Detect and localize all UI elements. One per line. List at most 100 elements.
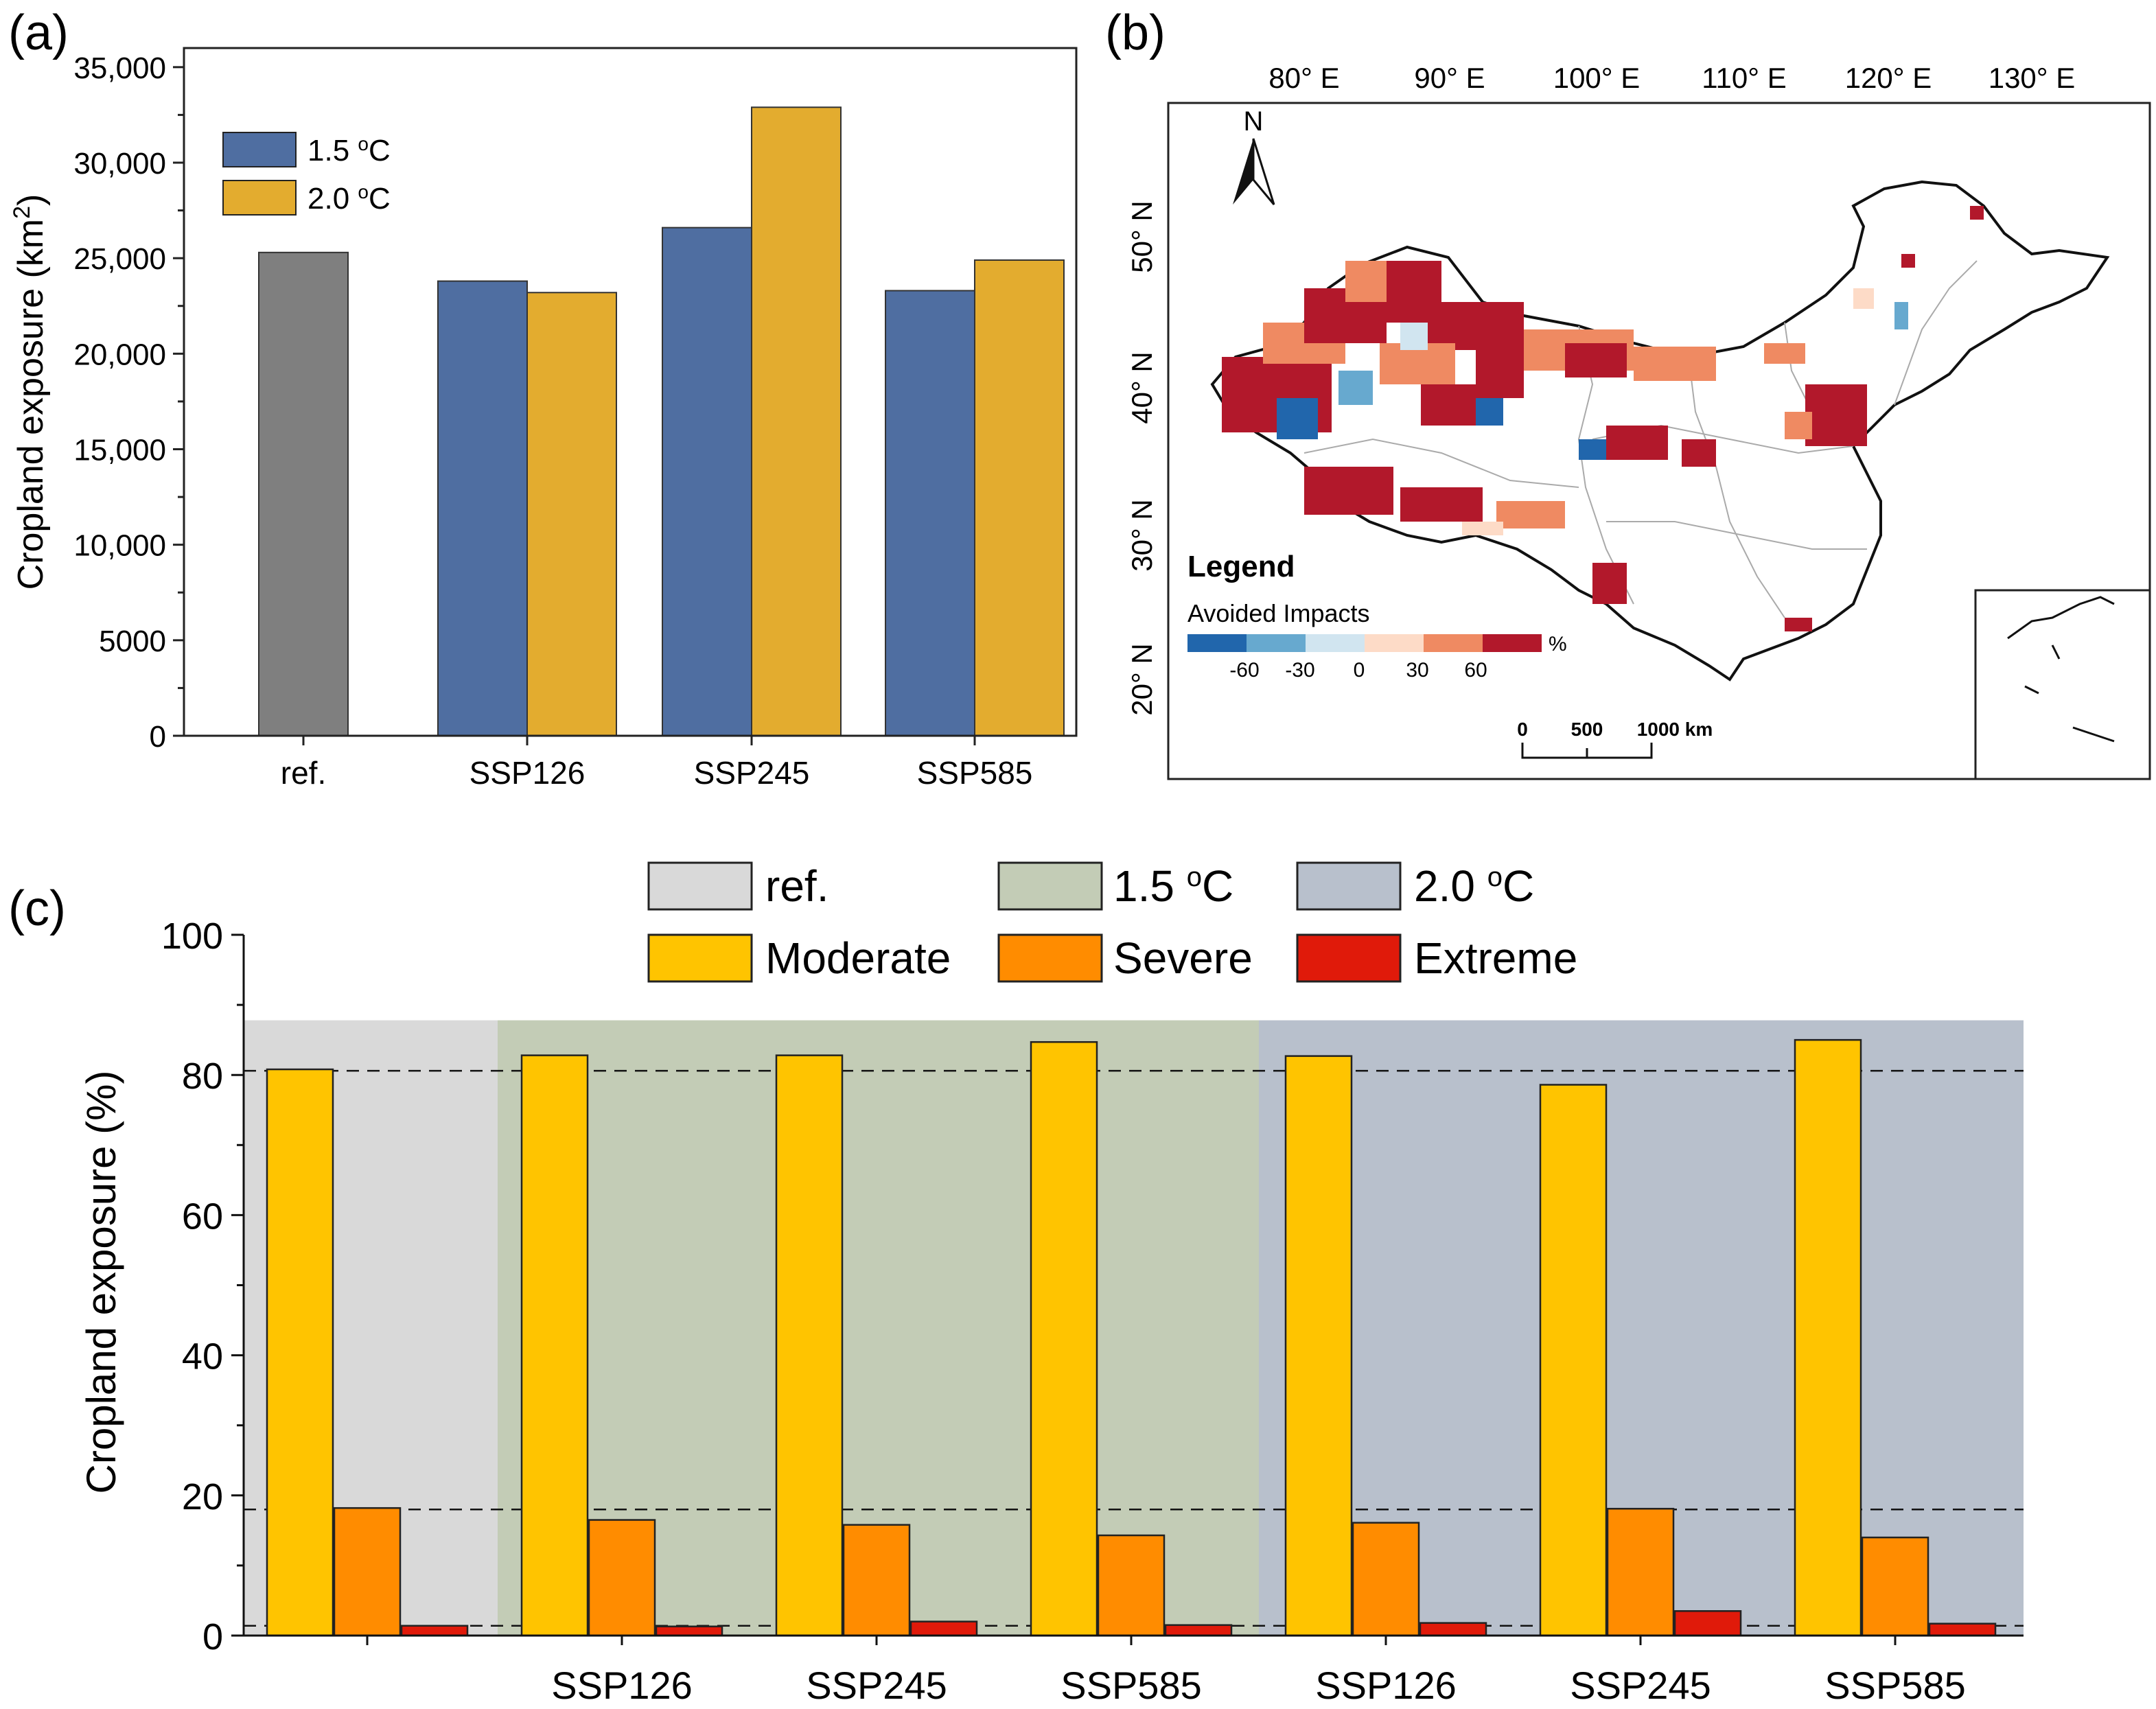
map-legend-tick: -30 (1285, 659, 1314, 682)
x-tick-label: SSP126 (1315, 1664, 1457, 1707)
panel-c-y-axis-title: Cropland exposure (%) (78, 1071, 124, 1494)
y-tick-label: 40 (182, 1336, 223, 1377)
panel-a-y-axis-title: Cropland exposure (km2) (9, 194, 51, 590)
bar-1-5c (885, 290, 975, 736)
x-tick-label: SSP585 (917, 755, 1033, 791)
legend-bin (1483, 634, 1542, 652)
lon-label: 120° E (1845, 62, 1932, 94)
bar-severe (1097, 1534, 1166, 1637)
legend-swatch-2-0c (222, 180, 297, 216)
map-legend-tick: 60 (1464, 659, 1487, 682)
bar-moderate (520, 1054, 589, 1637)
scale-label: 0 (1517, 719, 1528, 740)
panel-a-plot-frame (183, 47, 1078, 737)
bar-moderate (1794, 1038, 1862, 1637)
map-legend-unit: % (1549, 633, 1567, 655)
y-tick-label: 20 (182, 1476, 223, 1518)
x-tick-label: SSP126 (470, 755, 586, 791)
map-legend: Legend Avoided Impacts % -60 -30 0 30 60 (1187, 550, 1567, 682)
legend-label-ref: ref. (765, 861, 828, 911)
bar-severe (842, 1524, 911, 1637)
map-scale-bar: 0 500 1000 km (1517, 719, 1713, 759)
x-tick-label: SSP245 (694, 755, 810, 791)
panel-b-map: (b) 80° E 90° E 100° E 110° E 120° E 130… (1105, 5, 2151, 780)
bar-extreme (655, 1625, 723, 1637)
map-legend-tick: -60 (1229, 659, 1259, 682)
legend-label-2-0c-period: 2.0 oC (1414, 861, 1534, 911)
y-tick-label: 35,000 (73, 51, 166, 85)
bar-extreme (1928, 1623, 1997, 1637)
y-tick-label: 80 (182, 1056, 223, 1097)
legend-swatch-1-5c (222, 132, 297, 167)
bar-2-0c (751, 106, 842, 737)
bar-extreme (400, 1625, 469, 1637)
legend-label-moderate: Moderate (765, 933, 951, 983)
bar-ref (258, 251, 349, 737)
scale-label: 500 (1571, 719, 1603, 740)
x-tick-label: SSP126 (551, 1664, 693, 1707)
panel-c-legend: ref. 1.5 oC 2.0 oC Moderate Severe Extre… (647, 861, 1577, 983)
legend-swatch-2-0c-period (1296, 861, 1402, 911)
legend-bin (1187, 634, 1247, 652)
north-arrow-icon: N (1233, 106, 1275, 205)
panel-a-y-axis: 0 5000 10,000 15,000 20,000 25,000 30,000 35,00… (73, 51, 184, 754)
y-tick-label: 0 (202, 1616, 223, 1658)
bar-moderate (1030, 1040, 1098, 1637)
map-legend-tick: 30 (1406, 659, 1428, 682)
x-tick-label: SSP585 (1824, 1664, 1966, 1707)
bar-moderate (1284, 1055, 1353, 1637)
lon-label: 100° E (1553, 62, 1641, 94)
y-tick-label: 5000 (99, 625, 166, 658)
panel-c-axes: 0 20 40 60 80 100 (161, 916, 2024, 1658)
x-tick-label: SSP245 (806, 1664, 947, 1707)
bar-extreme (1673, 1610, 1742, 1637)
legend-label-extreme: Extreme (1414, 933, 1577, 983)
map-legend-tick: 0 (1354, 659, 1365, 682)
bar-2-0c (526, 292, 617, 736)
panel-c-x-axis: SSP126 SSP245 SSP585 SSP126 SSP245 SSP585 (366, 1636, 1966, 1707)
map-latitude-labels: 50° N 40° N 30° N 20° N (1126, 200, 1158, 716)
bar-extreme (1419, 1622, 1487, 1637)
legend-label-2-0c: 2.0 oC (308, 181, 391, 216)
legend-bin (1306, 634, 1365, 652)
bar-1-5c (437, 280, 528, 737)
panel-a-bars (258, 106, 1065, 737)
panel-a-label: (a) (8, 5, 69, 60)
legend-bin (1424, 634, 1483, 652)
panel-c-chart: (c) ref. 1.5 oC 2.0 oC Moderate Severe E… (8, 861, 2024, 1707)
south-china-sea-inset (1974, 589, 2151, 780)
bar-moderate (1539, 1084, 1608, 1637)
panel-b-label: (b) (1105, 5, 1166, 60)
lon-label: 90° E (1414, 62, 1485, 94)
bar-severe (1606, 1507, 1675, 1637)
legend-swatch-extreme (1296, 933, 1402, 983)
legend-label-1-5c-period: 1.5 oC (1113, 861, 1233, 911)
legend-swatch-ref (647, 861, 753, 911)
panel-a-chart: (a) 0 5000 10,000 15,000 20,000 25,000 30,000 3… (8, 5, 1078, 791)
lon-label: 110° E (1702, 62, 1786, 94)
panel-a-legend: 1.5 oC 2.0 oC (222, 132, 391, 216)
map-legend-title: Legend (1187, 550, 1295, 583)
y-tick-label: 20,000 (73, 338, 166, 371)
y-tick-label: 100 (161, 916, 223, 957)
lon-label: 130° E (1989, 62, 2076, 94)
legend-label-1-5c: 1.5 oC (308, 133, 391, 168)
map-longitude-labels: 80° E 90° E 100° E 110° E 120° E 130° E (1268, 62, 2075, 94)
scale-label: 1000 km (1637, 719, 1713, 740)
legend-bin (1365, 634, 1424, 652)
bar-severe (1861, 1536, 1929, 1637)
legend-label-severe: Severe (1113, 933, 1253, 983)
y-tick-label: 30,000 (73, 147, 166, 181)
legend-bin (1247, 634, 1306, 652)
bar-1-5c (662, 226, 752, 736)
panel-c-label: (c) (8, 881, 66, 936)
y-tick-label: 25,000 (73, 242, 166, 276)
map-legend-subtitle: Avoided Impacts (1187, 599, 1369, 627)
lat-label: 50° N (1126, 200, 1158, 273)
y-tick-label: 0 (150, 720, 166, 754)
panel-a-x-axis: ref. SSP126 SSP245 SSP585 (281, 736, 1033, 791)
y-tick-label: 15,000 (73, 434, 166, 467)
bar-extreme (909, 1620, 978, 1637)
bar-severe (333, 1507, 402, 1637)
